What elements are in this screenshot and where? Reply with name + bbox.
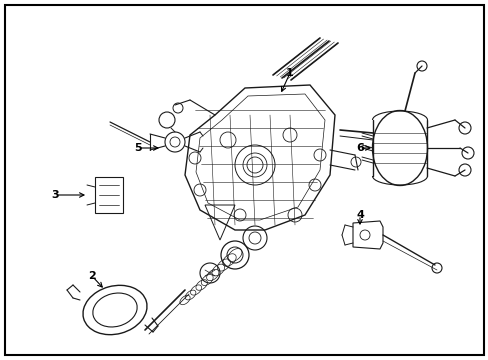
Text: 4: 4 <box>355 210 363 220</box>
Text: 5: 5 <box>134 143 142 153</box>
Text: 3: 3 <box>51 190 59 200</box>
Text: 1: 1 <box>285 68 293 78</box>
Text: 2: 2 <box>88 271 96 281</box>
Text: 6: 6 <box>355 143 363 153</box>
